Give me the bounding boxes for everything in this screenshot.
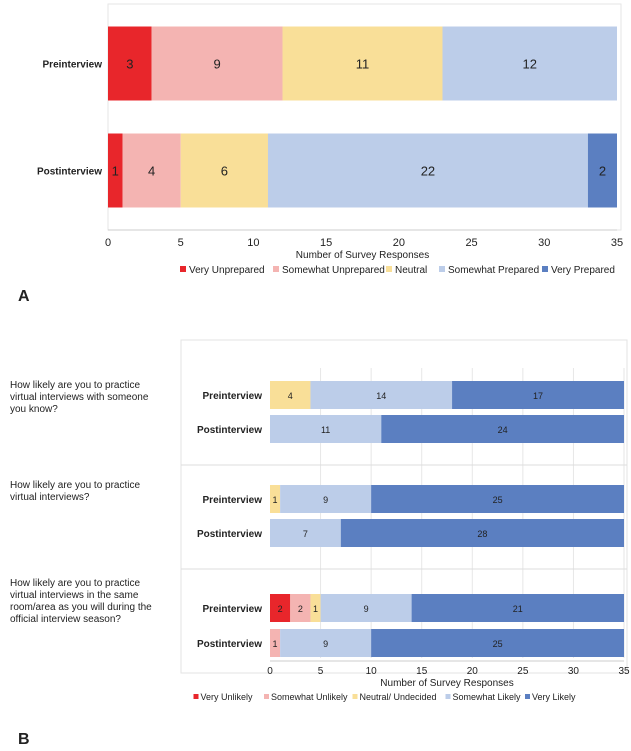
data-label-q3-preinterview-very-likely: 21 [513, 604, 523, 614]
legend-label-somewhat-unprepared: Somewhat Unprepared [282, 265, 385, 276]
legend-swatch-neutral [386, 266, 392, 272]
x-tick-label-25: 25 [465, 237, 477, 249]
data-label-preinterview-neutral: 11 [356, 57, 370, 72]
legend-label-somewhat-likely: Somewhat Likely [453, 692, 522, 702]
x-tick-label-0: 0 [267, 666, 273, 677]
data-label-postinterview-somewhat-prepared: 22 [421, 164, 435, 179]
data-label-q2-preinterview-neutral-undecided: 1 [273, 495, 278, 505]
x-tick-label-10: 10 [247, 237, 259, 249]
x-tick-label-15: 15 [416, 666, 428, 677]
legend-label-somewhat-prepared: Somewhat Prepared [448, 265, 539, 276]
panel-label-b: B [18, 731, 30, 749]
data-label-q1-postinterview-very-likely: 24 [498, 425, 508, 435]
question-3: How likely are you to practice virtual in… [10, 578, 152, 625]
data-label-q3-preinterview-somewhat-unlikely: 2 [298, 604, 303, 614]
data-label-q1-preinterview-very-likely: 17 [533, 391, 543, 401]
legend: Very Unprepared Somewhat Unprepared Neutra… [180, 265, 615, 276]
row-label-q3-preinterview: Preinterview [203, 604, 263, 615]
legend-label-very-unprepared: Very Unprepared [189, 265, 265, 276]
data-label-q3-postinterview-somewhat-likely: 9 [323, 639, 328, 649]
legend-label-very-likely: Very Likely [532, 692, 576, 702]
legend-label-very-prepared: Very Prepared [551, 265, 615, 276]
data-label-preinterview-somewhat-prepared: 12 [523, 57, 537, 72]
question-1: How likely are you to practice virtual in… [10, 380, 149, 415]
x-tick-label-20: 20 [393, 237, 405, 249]
data-label-q3-preinterview-neutral-undecided: 1 [313, 604, 318, 614]
chart-b: How likely are you to practice virtual in… [0, 338, 631, 730]
category-label-postinterview: Postinterview [37, 167, 102, 178]
panel-label-a: A [18, 288, 30, 306]
x-tick-label-30: 30 [538, 237, 550, 249]
data-label-preinterview-very-unprepared: 3 [126, 57, 133, 72]
legend-swatch-somewhat-unprepared [273, 266, 279, 272]
data-label-q2-preinterview-very-likely: 25 [493, 495, 503, 505]
data-label-postinterview-neutral: 6 [221, 164, 228, 179]
legend-swatch-neutral-undecided [353, 694, 358, 699]
legend-label-neutral: Neutral [395, 265, 427, 276]
legend-label-somewhat-unlikely: Somewhat Unlikely [271, 692, 348, 702]
question-2: How likely are you to practice virtual in… [10, 480, 140, 503]
data-label-postinterview-somewhat-unprepared: 4 [148, 164, 155, 179]
legend-swatch-somewhat-likely [446, 694, 451, 699]
category-label-preinterview: Preinterview [43, 60, 103, 71]
legend-swatch-very-unlikely [194, 694, 199, 699]
data-label-postinterview-very-prepared: 2 [599, 164, 606, 179]
legend-swatch-very-likely [525, 694, 530, 699]
legend-label-neutral-undecided: Neutral/ Undecided [360, 692, 437, 702]
x-tick-label-10: 10 [366, 666, 378, 677]
x-tick-label-20: 20 [467, 666, 479, 677]
data-label-q2-postinterview-somewhat-likely: 7 [303, 529, 308, 539]
legend-label-very-unlikely: Very Unlikely [201, 692, 254, 702]
data-label-q3-preinterview-very-unlikely: 2 [278, 604, 283, 614]
x-axis-title: Number of Survey Responses [380, 678, 513, 689]
x-tick-label-30: 30 [568, 666, 580, 677]
data-label-preinterview-somewhat-unprepared: 9 [213, 57, 220, 72]
x-tick-label-5: 5 [318, 666, 324, 677]
data-label-q3-preinterview-somewhat-likely: 9 [364, 604, 369, 614]
row-label-q1-postinterview: Postinterview [197, 425, 262, 436]
legend-swatch-very-unprepared [180, 266, 186, 272]
x-tick-label-35: 35 [611, 237, 623, 249]
data-label-q2-postinterview-very-likely: 28 [477, 529, 487, 539]
x-tick-label-0: 0 [105, 237, 111, 249]
row-label-q2-postinterview: Postinterview [197, 529, 262, 540]
row-label-q1-preinterview: Preinterview [203, 391, 263, 402]
x-axis-title: Number of Survey Responses [296, 250, 429, 261]
row-label-q2-preinterview: Preinterview [203, 495, 263, 506]
legend-swatch-very-prepared [542, 266, 548, 272]
data-label-q1-preinterview-somewhat-likely: 14 [376, 391, 386, 401]
x-tick-label-35: 35 [618, 666, 630, 677]
x-tick-label-25: 25 [517, 666, 529, 677]
x-tick-label-15: 15 [320, 237, 332, 249]
data-label-q1-preinterview-neutral-undecided: 4 [288, 391, 293, 401]
legend-swatch-somewhat-unlikely [264, 694, 269, 699]
legend-swatch-somewhat-prepared [439, 266, 445, 272]
data-label-q3-postinterview-somewhat-unlikely: 1 [273, 639, 278, 649]
data-label-q2-preinterview-somewhat-likely: 9 [323, 495, 328, 505]
data-label-postinterview-very-unprepared: 1 [112, 164, 119, 179]
legend: Very Unlikely Somewhat Unlikely Neutral/ U… [194, 692, 577, 702]
x-tick-label-5: 5 [178, 237, 184, 249]
data-label-q3-postinterview-very-likely: 25 [493, 639, 503, 649]
row-label-q3-postinterview: Postinterview [197, 639, 262, 650]
data-label-q1-postinterview-somewhat-likely: 11 [321, 425, 330, 435]
